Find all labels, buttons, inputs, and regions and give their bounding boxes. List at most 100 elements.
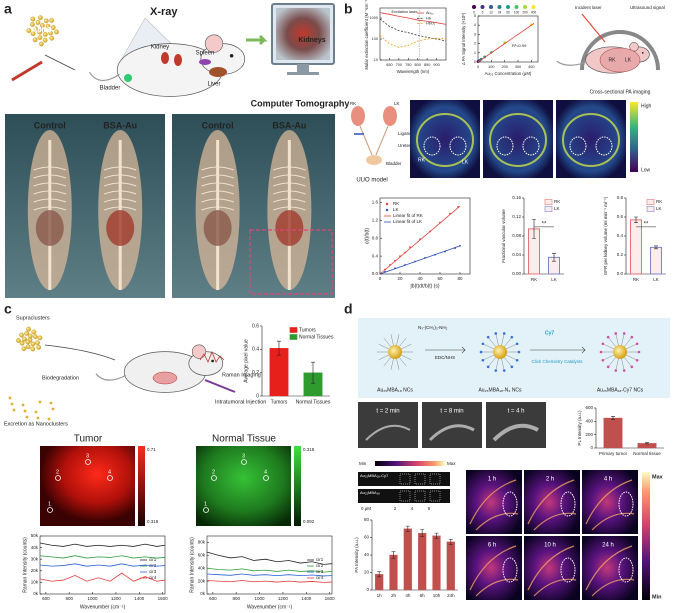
nanoparticle (19, 332, 24, 338)
reagent-label: EDC/NHS (435, 355, 455, 360)
ligand-end (635, 342, 639, 346)
x-tick-label: 24h (447, 593, 455, 598)
kidney-label: RK (418, 157, 426, 163)
image-title: Normal Tissue (212, 434, 276, 445)
y-axis-label: Average pixel value (243, 339, 249, 383)
y-tick-label: 0.16 (512, 195, 521, 200)
y-tick-label: 0.0 (372, 271, 379, 276)
rib (273, 206, 306, 211)
group-label: Control (34, 120, 66, 130)
organ-label: Kidney (151, 45, 169, 51)
colorbar-label: 0.71 (147, 447, 156, 452)
x-tick-label: 0 (477, 65, 479, 69)
nanocluster (51, 407, 55, 411)
x-tick-label: 850 (424, 63, 430, 67)
ureter (359, 125, 389, 156)
y-tick-label: 0 (590, 445, 593, 450)
x-tick-label: 1400 (134, 596, 145, 601)
phantom-well (429, 473, 441, 485)
roi (241, 459, 247, 465)
x-tick-label: Normal tissue (633, 451, 661, 456)
data-line (477, 23, 535, 63)
caption: Computer Tomography (251, 98, 350, 108)
nanoparticle (22, 336, 27, 342)
ligand-end (517, 350, 521, 354)
y-tick-label: 0.4 (252, 347, 259, 353)
legend-label: 50 (506, 10, 510, 14)
nanoparticle (35, 20, 41, 25)
rib (201, 198, 234, 203)
organ (275, 210, 304, 246)
bar (389, 554, 398, 591)
nanoparticle (27, 333, 33, 339)
legend-label: Linear fit of LK (393, 219, 422, 224)
y-tick-label: 30k (31, 556, 39, 561)
ligand-end (601, 358, 605, 362)
time-label: t = 8 min (440, 409, 463, 415)
annotation: R²=0.99 (512, 43, 527, 48)
legend-label: cir4 (316, 575, 324, 580)
caption: UUO model (356, 178, 387, 184)
nanoparticle (48, 30, 53, 36)
rib (104, 190, 137, 195)
data-line (379, 35, 447, 48)
legend-label: Linear fit of RK (393, 213, 423, 218)
phantom-row (358, 489, 450, 503)
screen-label: Kidneys (298, 37, 325, 44)
time-label: 4 h (604, 477, 612, 483)
group-label: BSA-Au (272, 120, 306, 130)
x-tick-label: 200 (501, 65, 507, 69)
fluorescence-image (358, 402, 418, 448)
legend-label: Hb (426, 16, 431, 20)
anatomy-label: LK (394, 101, 400, 106)
nanoparticle (50, 25, 56, 30)
y-tick-label: 0.4 (372, 253, 379, 258)
panel-label: b (344, 1, 353, 17)
time-label: 24 h (602, 543, 614, 549)
tumor-roi (618, 557, 634, 583)
legend-marker (497, 5, 502, 9)
legend-marker (506, 5, 510, 9)
time-label: 10 h (544, 543, 556, 549)
rib (33, 198, 66, 203)
nanoparticle (37, 335, 43, 341)
x-tick-label: 0 (379, 276, 382, 281)
y-tick-label: 0 (366, 587, 369, 592)
y-tick-label: 0.04 (512, 252, 521, 257)
y-tick-label: 1.2 (372, 218, 379, 223)
kidney-roi (595, 136, 613, 156)
ligand-end (510, 365, 514, 369)
arrow (44, 54, 76, 71)
legend-marker (480, 5, 485, 9)
legend-label: 200 (522, 10, 528, 14)
kidney-label: RK (609, 57, 617, 63)
y-tick-label: 0.8 (372, 235, 379, 240)
y-tick-label: 80k (198, 540, 206, 545)
rib (273, 174, 306, 179)
legend-label: LK (656, 206, 662, 211)
x-axis-label: ∫b(t)dt/b(t) (s) (409, 283, 439, 289)
error-bar (611, 416, 615, 420)
vessel (428, 424, 475, 442)
x-tick-label: 1200 (278, 596, 289, 601)
error-bar (391, 551, 396, 559)
anatomy-label: RK (350, 101, 356, 106)
kidney-roi (449, 136, 467, 156)
y-tick-label: 40k (198, 565, 206, 570)
pa-signal-ring (416, 113, 474, 167)
legend-label: cir2 (316, 563, 324, 568)
ligand-end (599, 350, 603, 354)
legend-marker (531, 5, 536, 9)
kidney-label: LK (625, 57, 632, 63)
nanocluster (10, 402, 14, 406)
highlight-box (249, 229, 333, 295)
mouse-tail (556, 60, 587, 66)
setup-label: Ultrasound signal (630, 5, 665, 10)
rib (201, 182, 234, 187)
x-tick-label: Tumors (271, 399, 288, 405)
data-line (39, 555, 166, 559)
ligand-end (486, 365, 490, 369)
nanocluster (21, 403, 25, 407)
ligand-end (622, 369, 626, 372)
x-axis-label: Au₂₅ Concentration (μM) (485, 71, 532, 76)
